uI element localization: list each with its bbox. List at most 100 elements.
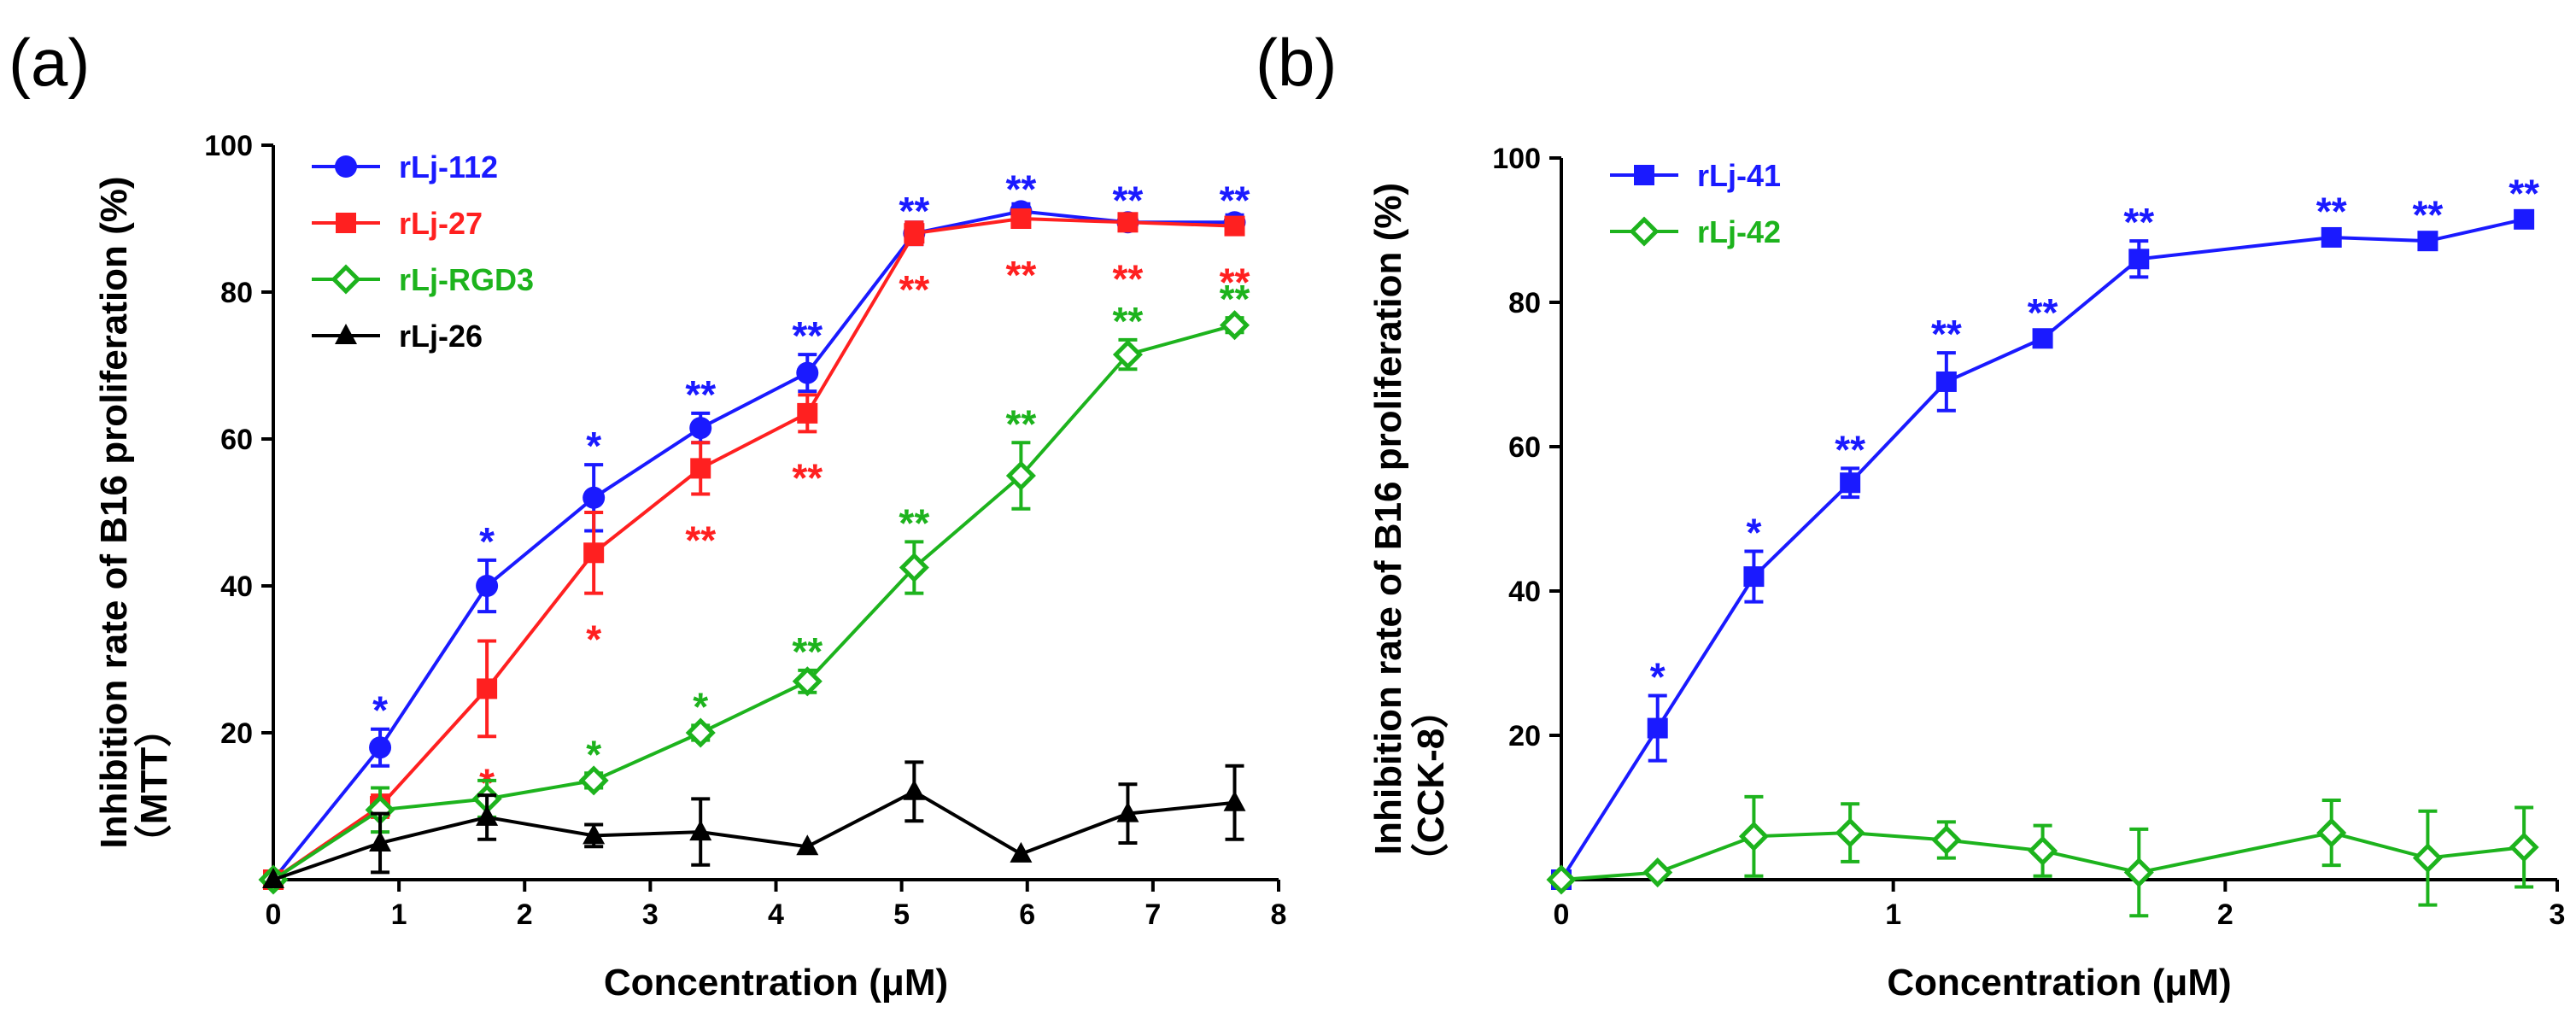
y-axis-sublabel: （CCK-8） <box>1410 691 1452 881</box>
marker-diamond <box>1112 339 1143 370</box>
series-line <box>272 789 1235 881</box>
significance-label: ** <box>792 629 823 674</box>
significance-label: ** <box>1005 253 1036 297</box>
significance-label: * <box>586 617 601 662</box>
marker-diamond <box>1629 216 1660 247</box>
marker-triangle <box>1116 801 1139 822</box>
marker-triangle <box>689 820 712 841</box>
marker-triangle <box>796 834 819 856</box>
marker-square <box>1634 165 1654 185</box>
marker-diamond <box>2412 843 2443 874</box>
significance-label: ** <box>899 267 929 312</box>
x-tick-label: 2 <box>517 898 533 931</box>
marker-square <box>1840 472 1861 494</box>
series-rLj-27: ************** <box>263 208 1250 890</box>
marker-circle <box>689 417 712 440</box>
series-rLj-41: ****** **** ** ** ** <box>1551 171 2539 890</box>
legend-entry: rLj-RGD3 <box>312 262 534 297</box>
legend-label: rLj-112 <box>399 149 498 184</box>
significance-label: ** <box>685 372 716 417</box>
series-line <box>272 323 1236 881</box>
panel-a: (a) 0 1 2 3 4 5 6 7 8 20 40 60 80 100 Concentration (μM… <box>9 25 1286 1004</box>
legend-label: rLj-27 <box>399 206 483 241</box>
series-line <box>272 216 1235 881</box>
series-rLj-42 <box>1546 794 2539 918</box>
y-tick-label: 80 <box>1508 287 1541 319</box>
legend-entry: rLj-27 <box>312 206 483 241</box>
marker-diamond <box>1219 310 1250 341</box>
series-line <box>272 209 1235 881</box>
significance-label: ** <box>899 500 929 545</box>
legend-label: rLj-42 <box>1697 214 1781 249</box>
series-rLj-RGD3: ********** ** <box>258 277 1250 895</box>
significance-label: * <box>372 688 388 733</box>
y-axis-label: Inhibition rate of B16 proliferation (%) <box>93 176 135 848</box>
marker-diamond <box>899 552 929 583</box>
significance-label: ** <box>1220 260 1250 305</box>
marker-square <box>2128 249 2150 270</box>
significance-label: ** <box>1931 312 1962 356</box>
marker-diamond <box>1546 864 1577 895</box>
significance-label: * <box>479 519 495 564</box>
panel-label: (a) <box>9 25 90 100</box>
y-tick-label: 80 <box>220 277 253 309</box>
legend-entry: rLj-26 <box>312 319 483 354</box>
x-tick-label: 0 <box>266 898 282 931</box>
y-tick-label: 20 <box>1508 720 1541 752</box>
legend-entry: rLj-112 <box>312 149 498 184</box>
significance-label: ** <box>1220 178 1250 222</box>
legend-label: rLj-RGD3 <box>399 262 534 297</box>
marker-square <box>2321 226 2342 248</box>
marker-triangle <box>903 779 926 800</box>
significance-label: ** <box>1835 427 1865 471</box>
marker-square <box>2514 208 2535 230</box>
x-tick-label: 1 <box>1885 898 1901 931</box>
marker-triangle <box>335 324 357 344</box>
significance-label: * <box>1746 511 1761 555</box>
x-tick-label: 3 <box>642 898 659 931</box>
marker-triangle <box>1010 841 1033 863</box>
x-tick-label: 5 <box>893 898 910 931</box>
marker-square <box>904 223 925 244</box>
y-tick-label: 40 <box>1508 576 1541 608</box>
y-tick-label: 60 <box>1508 431 1541 464</box>
x-tick-label: 2 <box>2217 898 2234 931</box>
marker-square <box>797 402 818 424</box>
significance-label: ** <box>1005 167 1036 211</box>
x-tick-label: 4 <box>768 898 784 931</box>
marker-diamond <box>1835 817 1865 848</box>
marker-diamond <box>1931 824 1962 856</box>
marker-square <box>2032 328 2053 349</box>
marker-square <box>2417 231 2438 252</box>
marker-diamond <box>2123 857 2154 888</box>
significance-label: ** <box>685 518 716 563</box>
significance-label: ** <box>2509 171 2539 215</box>
series-rLj-112: ********* ** ** ** <box>262 167 1250 891</box>
marker-diamond <box>1738 821 1769 852</box>
marker-square <box>583 542 605 564</box>
significance-label: ** <box>2123 200 2154 244</box>
marker-circle <box>335 155 357 178</box>
marker-diamond <box>1642 857 1673 888</box>
marker-square <box>477 678 498 699</box>
x-axis-label: Concentration (μM) <box>1887 962 2231 1004</box>
significance-label: * <box>586 732 601 776</box>
x-axis-label: Concentration (μM) <box>604 962 948 1004</box>
x-tick-label: 1 <box>391 898 407 931</box>
marker-diamond <box>2028 835 2058 866</box>
legend-label: rLj-26 <box>399 319 483 354</box>
marker-circle <box>583 486 606 509</box>
marker-square <box>690 458 711 479</box>
x-tick-label: 6 <box>1019 898 1035 931</box>
marker-square <box>1647 717 1668 739</box>
marker-circle <box>369 736 392 759</box>
marker-square <box>1117 212 1139 233</box>
significance-label: ** <box>2316 190 2347 234</box>
significance-label: ** <box>1005 401 1036 446</box>
significance-label: ** <box>2413 193 2444 237</box>
legend-entry: rLj-41 <box>1610 158 1781 193</box>
significance-label: ** <box>1113 299 1144 343</box>
significance-label: * <box>693 684 708 729</box>
marker-square <box>1224 215 1245 237</box>
x-tick-label: 8 <box>1271 898 1287 931</box>
